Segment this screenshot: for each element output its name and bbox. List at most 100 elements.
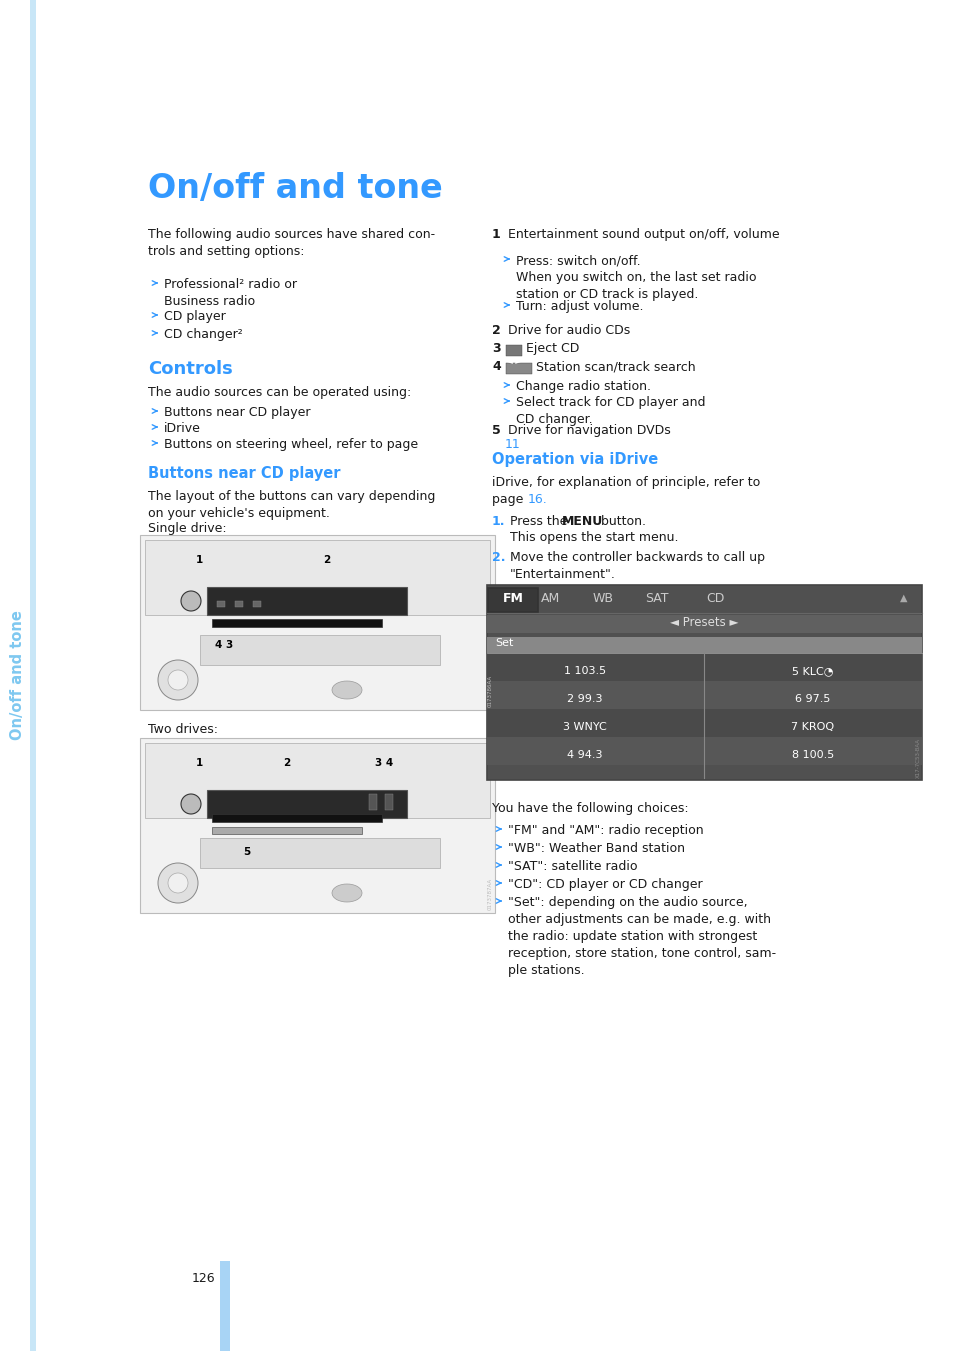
Text: Station scan/track search: Station scan/track search [536, 359, 695, 373]
Bar [234, 601, 243, 607]
Bar [145, 743, 490, 817]
Bar [216, 601, 225, 607]
Text: 2: 2 [323, 555, 331, 565]
Bar [220, 1260, 230, 1351]
Text: 16.: 16. [527, 493, 547, 507]
Circle shape [181, 590, 201, 611]
Text: Buttons near CD player: Buttons near CD player [148, 466, 340, 481]
Bar [505, 363, 532, 374]
Text: The following audio sources have shared con-
trols and setting options:: The following audio sources have shared … [148, 228, 435, 258]
Text: Press the: Press the [510, 515, 571, 528]
Text: 1: 1 [195, 758, 202, 767]
Circle shape [158, 661, 198, 700]
Bar [486, 738, 921, 765]
Text: 2.: 2. [492, 551, 505, 563]
Text: "WB": Weather Band station: "WB": Weather Band station [507, 842, 684, 855]
Text: ◄ Presets ►: ◄ Presets ► [669, 616, 738, 630]
Text: Buttons on steering wheel, refer to page: Buttons on steering wheel, refer to page [164, 438, 421, 451]
Text: CD: CD [705, 592, 723, 604]
Text: Entertainment sound output on/off, volume: Entertainment sound output on/off, volum… [507, 228, 779, 240]
Text: X17-7C53-BAA: X17-7C53-BAA [915, 738, 920, 778]
Text: 2: 2 [283, 758, 291, 767]
Bar [486, 709, 921, 738]
Bar [212, 619, 381, 627]
Text: Operation via iDrive: Operation via iDrive [492, 453, 658, 467]
Ellipse shape [332, 884, 361, 902]
Text: AM: AM [540, 592, 560, 604]
Bar [207, 790, 407, 817]
Ellipse shape [332, 681, 361, 698]
Text: "Set": depending on the audio source,
other adjustments can be made, e.g. with
t: "Set": depending on the audio source, ot… [507, 896, 776, 977]
Bar [140, 535, 495, 711]
Text: Press: switch on/off.
When you switch on, the last set radio
station or CD track: Press: switch on/off. When you switch on… [516, 254, 756, 301]
Bar [486, 615, 921, 634]
Text: Change radio station.: Change radio station. [516, 380, 650, 393]
Text: 3 4: 3 4 [375, 758, 393, 767]
Bar [207, 586, 407, 615]
Bar [145, 540, 490, 615]
Bar [200, 838, 439, 867]
Text: 11: 11 [504, 438, 519, 451]
Bar [486, 681, 921, 709]
Text: Set: Set [495, 638, 513, 648]
Circle shape [168, 670, 188, 690]
Text: Move the controller backwards to call up
"Entertainment".: Move the controller backwards to call up… [510, 551, 764, 581]
Text: Select track for CD player and
CD changer.: Select track for CD player and CD change… [516, 396, 705, 426]
Bar [30, 0, 36, 1351]
Text: The layout of the buttons can vary depending
on your vehicle's equipment.: The layout of the buttons can vary depen… [148, 490, 435, 520]
Text: Controls: Controls [148, 359, 233, 378]
Circle shape [168, 873, 188, 893]
Text: 3: 3 [492, 342, 500, 355]
Bar [486, 653, 921, 681]
Text: WB: WB [592, 592, 613, 604]
Text: button.: button. [597, 515, 645, 528]
Text: CD player: CD player [164, 309, 226, 323]
Text: "SAT": satellite radio: "SAT": satellite radio [507, 861, 637, 873]
Text: 0173786AA: 0173786AA [488, 676, 493, 707]
Text: The audio sources can be operated using:: The audio sources can be operated using: [148, 386, 411, 399]
Text: On/off and tone: On/off and tone [148, 172, 442, 205]
Text: 5: 5 [492, 424, 500, 436]
Bar [212, 815, 381, 821]
Text: Drive for navigation DVDs: Drive for navigation DVDs [507, 424, 670, 436]
Text: 4: 4 [492, 359, 500, 373]
Text: 5 KLC◔: 5 KLC◔ [791, 666, 833, 676]
Circle shape [158, 863, 198, 902]
Bar [486, 638, 921, 653]
FancyBboxPatch shape [488, 588, 537, 612]
Text: Turn: adjust volume.: Turn: adjust volume. [516, 300, 643, 313]
Text: Single drive:: Single drive: [148, 521, 227, 535]
Text: Drive for audio CDs: Drive for audio CDs [507, 324, 630, 336]
Text: "CD": CD player or CD changer: "CD": CD player or CD changer [507, 878, 702, 892]
Text: "FM" and "AM": radio reception: "FM" and "AM": radio reception [507, 824, 703, 838]
Text: Two drives:: Two drives: [148, 723, 218, 736]
Text: 1: 1 [492, 228, 500, 240]
Text: 1: 1 [195, 555, 202, 565]
Bar [369, 794, 376, 811]
Text: ◄ ►: ◄ ► [506, 357, 520, 366]
Text: ▲: ▲ [900, 593, 907, 603]
Text: You have the following choices:: You have the following choices: [492, 802, 688, 815]
Text: 5: 5 [243, 847, 251, 857]
Text: This opens the start menu.: This opens the start menu. [510, 531, 678, 544]
Text: 1.: 1. [492, 515, 505, 528]
Bar [212, 827, 361, 834]
Text: FM: FM [502, 592, 523, 604]
Text: 6 97.5: 6 97.5 [795, 694, 830, 704]
Text: 0173787AA: 0173787AA [488, 878, 493, 911]
Bar [486, 585, 921, 780]
Text: CD changer²: CD changer² [164, 328, 242, 340]
Text: SAT: SAT [644, 592, 668, 604]
Text: 7 KROQ: 7 KROQ [791, 721, 834, 732]
Text: 8 100.5: 8 100.5 [791, 750, 833, 761]
Text: 3 WNYC: 3 WNYC [562, 721, 606, 732]
Text: 2: 2 [492, 324, 500, 336]
Text: Eject CD: Eject CD [525, 342, 578, 355]
Text: Buttons near CD player: Buttons near CD player [164, 407, 310, 419]
Text: MENU: MENU [561, 515, 602, 528]
Bar [385, 794, 393, 811]
Text: iDrive: iDrive [164, 422, 201, 435]
Text: 4 3: 4 3 [214, 640, 233, 650]
Bar [200, 635, 439, 665]
Text: On/off and tone: On/off and tone [10, 611, 26, 740]
